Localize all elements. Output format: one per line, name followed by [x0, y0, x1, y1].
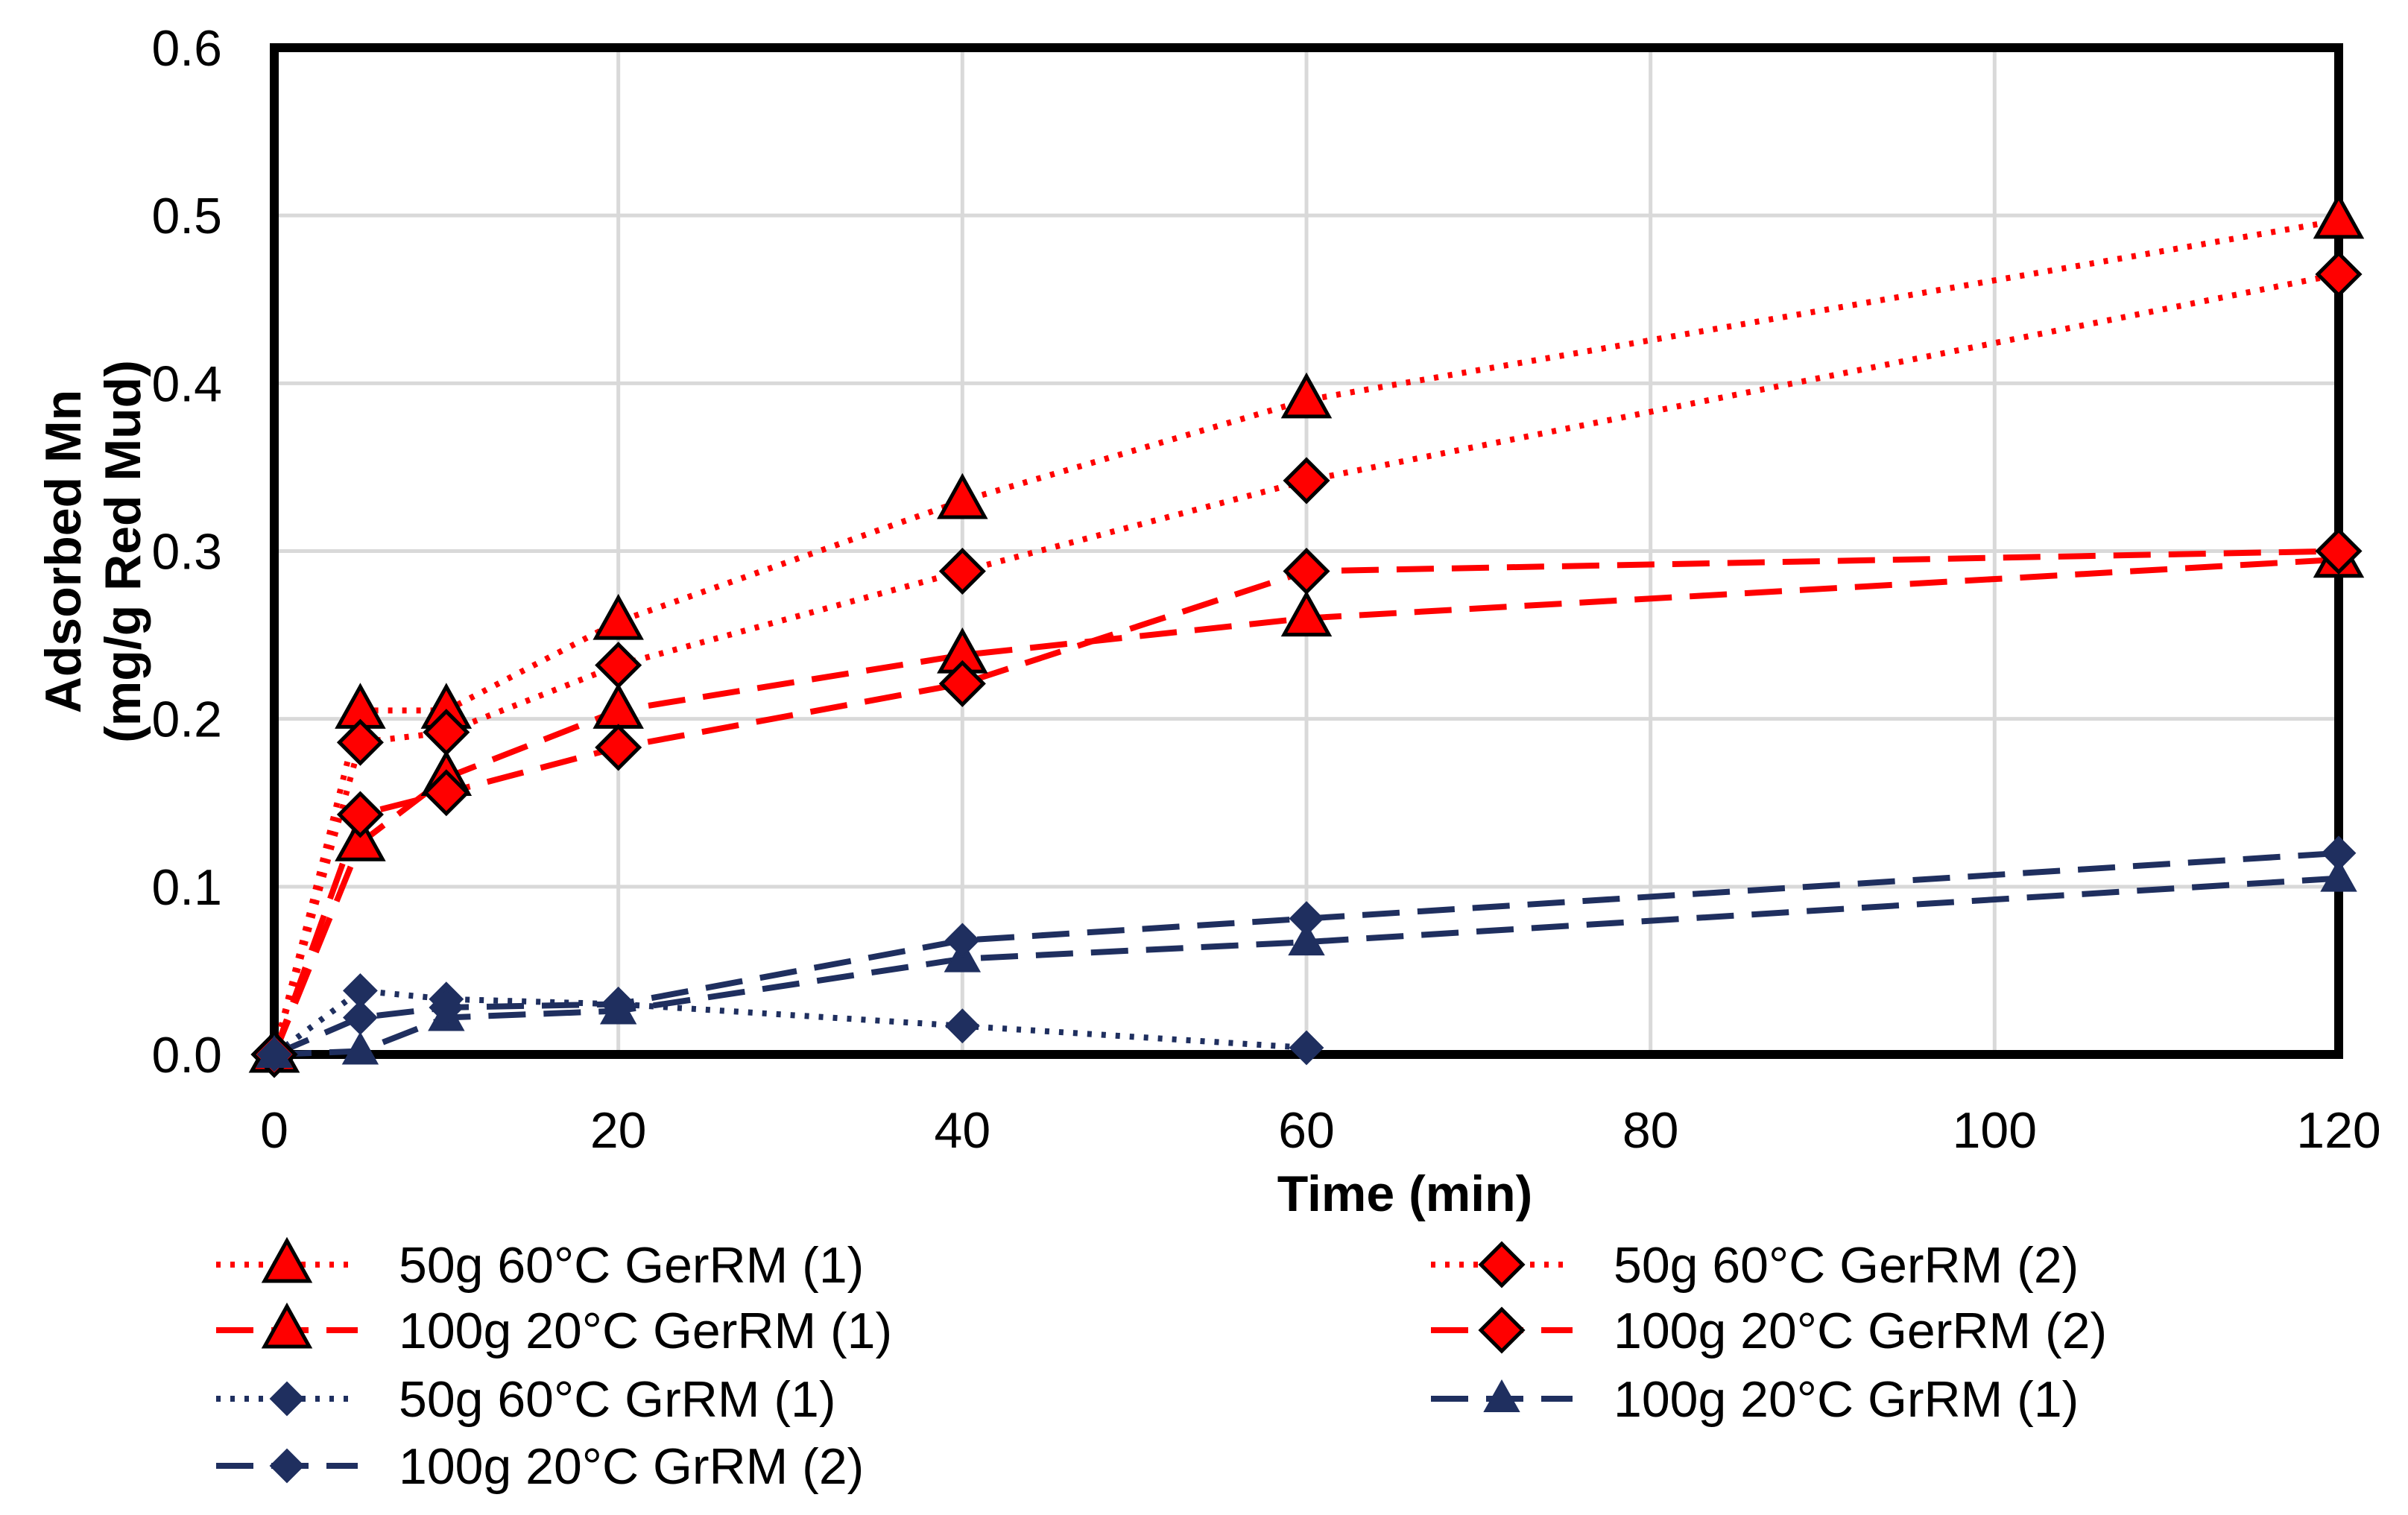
data-point-series-1: [592, 593, 644, 640]
data-point-series-4: [2315, 527, 2363, 575]
data-point-series-2: [938, 547, 986, 595]
series-line-5: [272, 987, 1307, 1057]
legend-marker-2: [1478, 1241, 1526, 1288]
data-point-series-7: [944, 923, 980, 958]
data-point-series-6: [1288, 923, 1325, 956]
y-tick-label: 0.1: [151, 859, 222, 916]
legend-label-7: 100g 20°C GrRM (2): [399, 1438, 864, 1495]
y-tick-label: 0.2: [151, 692, 222, 748]
data-point-series-2: [336, 718, 384, 766]
y-axis-ticks: 0.0 0.1 0.2 0.3 0.4 0.5 0.6: [151, 20, 222, 1084]
data-point-series-6: [2320, 858, 2357, 892]
y-tick-label: 0.5: [151, 188, 222, 244]
legend-label-4: 100g 20°C GerRM (2): [1614, 1303, 2107, 1359]
data-point-series-6: [341, 1031, 379, 1065]
legend-marker-1: [261, 1236, 313, 1283]
y-axis-title-line-1: Adsorbed Mn: [35, 390, 92, 713]
data-point-series-5: [944, 1008, 980, 1044]
data-point-series-1: [1280, 372, 1333, 419]
data-point-series-1: [2313, 192, 2365, 239]
x-tick-label: 60: [1278, 1102, 1335, 1159]
series-markers: [248, 192, 2365, 1078]
x-tick-label: 100: [1953, 1102, 2037, 1159]
data-point-series-3: [335, 815, 386, 861]
x-tick-label: 80: [1622, 1102, 1679, 1159]
y-tick-label: 0.0: [151, 1027, 222, 1084]
legend-label-6: 100g 20°C GrRM (1): [1614, 1371, 2079, 1428]
legend-label-5: 50g 60°C GrRM (1): [399, 1371, 835, 1428]
y-tick-label: 0.3: [151, 524, 222, 581]
x-axis-ticks: 0 20 40 60 80 100 120: [260, 1102, 2381, 1159]
legend-label-3: 100g 20°C GerRM (1): [399, 1303, 892, 1359]
data-point-series-1: [937, 472, 988, 519]
data-point-series-4: [938, 660, 986, 707]
data-point-series-7: [1289, 901, 1324, 937]
data-point-series-4: [336, 791, 384, 838]
data-point-series-2: [1283, 457, 1330, 505]
legend-marker-5: [269, 1381, 305, 1417]
data-point-series-4: [1283, 547, 1330, 595]
x-tick-label: 0: [260, 1102, 288, 1159]
y-tick-label: 0.6: [151, 20, 222, 77]
data-point-series-2: [595, 642, 642, 689]
legend-marker-4: [1478, 1306, 1526, 1354]
data-point-series-7: [601, 987, 636, 1022]
legend-marker-3: [261, 1302, 313, 1349]
y-axis-title-line-2: (mg/g Red Mud): [95, 360, 151, 743]
data-point-series-3: [592, 683, 644, 729]
data-point-series-7: [2321, 835, 2357, 871]
legend: 50g 60°C GerRM (1) 100g 20°C GerRM (1) 50g…: [216, 1236, 2107, 1495]
x-tick-label: 40: [935, 1102, 991, 1159]
legend-label-1: 50g 60°C GerRM (1): [399, 1237, 864, 1294]
legend-label-2: 50g 60°C GerRM (2): [1614, 1237, 2079, 1294]
data-point-series-2: [2315, 250, 2363, 298]
data-point-series-5: [1289, 1030, 1324, 1066]
data-point-series-7: [343, 1000, 378, 1035]
legend-marker-7: [269, 1448, 305, 1484]
data-point-series-3: [1280, 590, 1333, 637]
x-tick-label: 20: [590, 1102, 647, 1159]
data-point-series-4: [423, 769, 470, 817]
data-point-series-7: [429, 990, 464, 1025]
data-point-series-7: [256, 1037, 292, 1072]
x-tick-label: 120: [2296, 1102, 2380, 1159]
legend-marker-6: [1483, 1379, 1520, 1412]
y-axis-title: Adsorbed Mn (mg/g Red Mud): [35, 360, 151, 743]
y-tick-label: 0.4: [151, 355, 222, 412]
data-point-series-4: [595, 724, 642, 771]
x-axis-title: Time (min): [1277, 1165, 1533, 1222]
